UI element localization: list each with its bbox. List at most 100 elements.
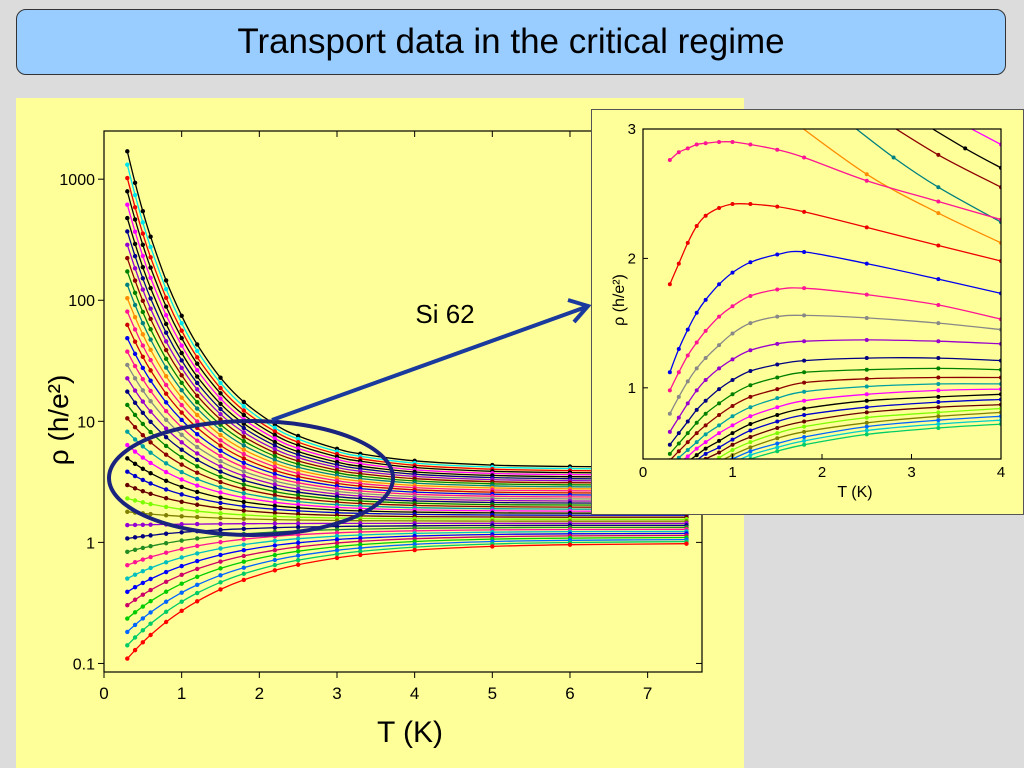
inset-data-point — [676, 370, 681, 375]
main-data-point — [684, 541, 689, 546]
main-data-point — [140, 388, 146, 393]
main-data-point — [241, 451, 246, 457]
main-data-point — [241, 486, 246, 492]
main-data-point — [334, 548, 340, 553]
inset-data-point — [802, 413, 807, 417]
inset-data-point — [802, 209, 807, 214]
main-data-point — [163, 579, 169, 585]
main-data-point — [125, 295, 130, 301]
inset-data-point — [802, 380, 807, 385]
inset-data-point — [703, 141, 708, 146]
main-series-line — [126, 538, 687, 633]
inset-data-point — [694, 310, 699, 315]
main-data-point — [140, 545, 146, 551]
main-data-point — [218, 375, 223, 380]
main-data-point — [272, 525, 278, 530]
main-data-point — [179, 454, 184, 460]
main-data-point — [163, 540, 169, 546]
inset-data-point — [864, 420, 869, 425]
main-data-point — [295, 549, 301, 554]
main-data-point — [218, 546, 223, 551]
main-data-point — [132, 327, 138, 332]
main-data-point — [241, 443, 246, 448]
main-data-point — [125, 603, 130, 608]
main-data-point — [125, 229, 130, 234]
main-data-point — [194, 558, 200, 564]
inset-data-point — [775, 425, 780, 430]
main-data-point — [295, 562, 301, 567]
main-data-point — [218, 401, 223, 406]
main-data-point — [334, 533, 340, 539]
main-data-point — [218, 406, 223, 412]
main-data-point — [140, 616, 146, 621]
main-data-point — [148, 481, 153, 486]
main-data-point — [218, 559, 223, 564]
inset-data-point — [864, 432, 869, 437]
main-data-point — [132, 400, 138, 405]
inset-data-point — [775, 419, 780, 424]
main-data-point — [140, 410, 146, 415]
main-data-point — [140, 592, 146, 597]
inset-data-point — [685, 401, 690, 406]
main-data-point — [218, 464, 223, 469]
inset-data-point — [730, 357, 735, 362]
inset-data-point — [694, 366, 699, 371]
inset-data-point — [775, 445, 780, 450]
main-data-point — [194, 432, 200, 437]
inset-data-point — [936, 185, 941, 190]
main-data-point — [194, 590, 200, 596]
main-data-point — [272, 450, 278, 455]
inset-data-point — [703, 451, 708, 456]
main-data-point — [179, 350, 184, 356]
main-data-point — [140, 444, 146, 449]
main-series-line — [126, 284, 687, 488]
inset-data-point — [864, 405, 869, 410]
main-data-point — [163, 391, 169, 396]
inset-data-point — [748, 435, 753, 439]
inset-data-point — [802, 419, 807, 424]
main-data-point — [163, 408, 169, 414]
main-data-point — [218, 511, 223, 516]
main-data-point — [241, 404, 246, 409]
main-data-point — [125, 402, 130, 408]
main-data-point — [163, 426, 169, 431]
main-y-tick-label: 10 — [77, 414, 95, 431]
main-data-point — [241, 412, 246, 418]
zoom-arrow-head — [567, 298, 592, 324]
main-y-tick-label: 100 — [68, 293, 95, 310]
main-data-point — [334, 527, 340, 532]
main-data-point — [148, 554, 153, 560]
main-data-point — [132, 192, 138, 198]
inset-data-point — [936, 394, 941, 399]
main-data-point — [218, 573, 223, 578]
inset-data-point — [775, 413, 780, 417]
main-data-point — [295, 544, 301, 550]
main-data-point — [218, 521, 223, 527]
main-data-point — [148, 378, 153, 383]
main-data-point — [132, 376, 138, 381]
inset-data-point — [775, 405, 780, 410]
main-data-point — [179, 358, 184, 363]
main-data-point — [358, 552, 363, 558]
main-data-point — [295, 486, 301, 492]
main-data-point — [163, 513, 169, 518]
main-data-point — [218, 479, 223, 485]
main-data-point — [179, 462, 184, 467]
main-data-point — [241, 499, 246, 505]
main-series-line — [126, 543, 687, 660]
main-data-point — [295, 477, 301, 482]
main-data-point — [125, 456, 130, 461]
inset-data-point — [694, 446, 699, 451]
inset-data-point — [775, 314, 780, 319]
main-data-point — [163, 550, 169, 555]
main-data-point — [358, 549, 363, 554]
main-series-line — [126, 257, 687, 484]
main-data-point — [272, 478, 278, 484]
main-data-point — [358, 529, 363, 535]
main-data-point — [194, 406, 200, 411]
main-data-point — [241, 456, 246, 461]
main-data-point — [194, 582, 200, 588]
inset-data-point — [694, 388, 699, 393]
main-data-point — [272, 429, 278, 434]
main-data-point — [163, 496, 169, 501]
